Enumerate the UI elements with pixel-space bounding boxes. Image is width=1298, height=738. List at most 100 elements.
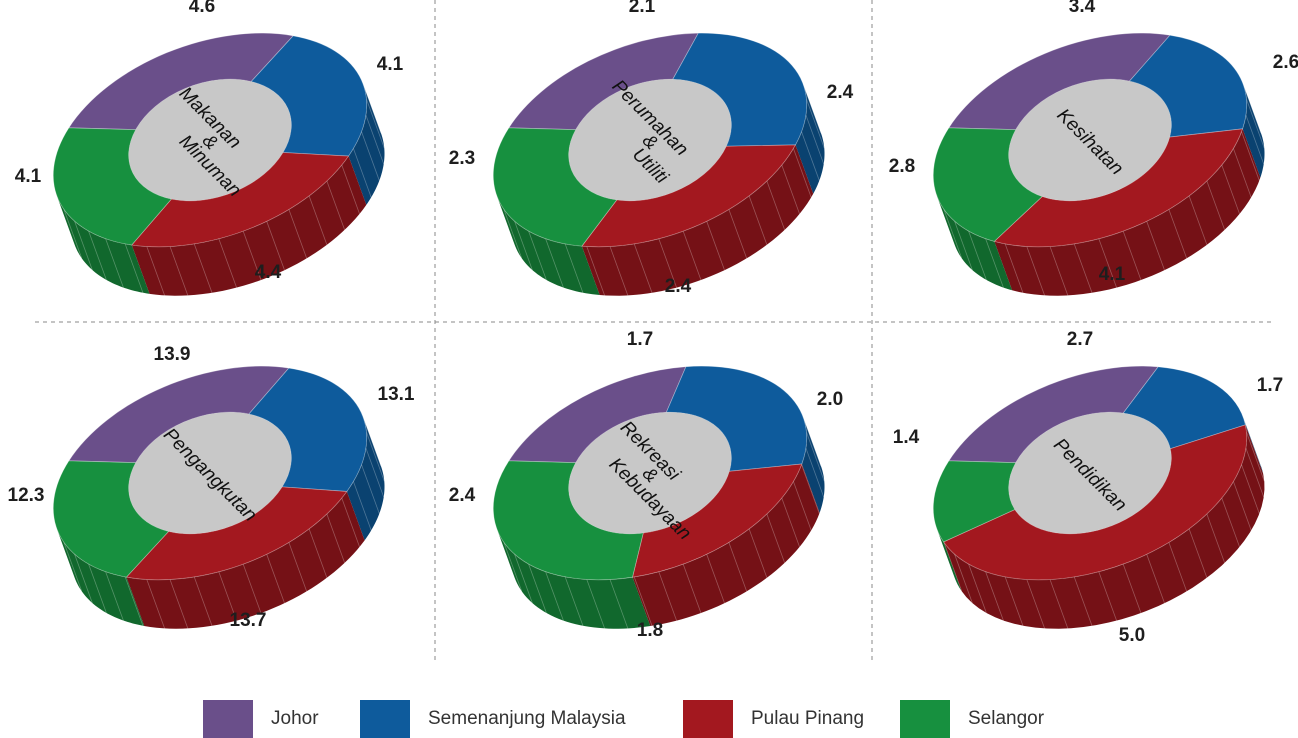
wall-facet — [341, 497, 360, 548]
legend-item-pulau-pinang: Pulau Pinang — [683, 700, 864, 738]
wall-selangor — [936, 195, 1013, 291]
wall-facet — [658, 238, 677, 288]
wall-facet — [1242, 417, 1262, 467]
wall-facet — [169, 579, 189, 629]
wall-facet — [124, 243, 144, 293]
wall-facet — [682, 231, 702, 281]
wall-facet — [1168, 209, 1188, 259]
wall-facet — [1073, 576, 1093, 626]
wall-semenanjung — [801, 417, 825, 513]
donut-center — [1008, 412, 1172, 534]
wall-pulau-pinang — [126, 491, 365, 629]
wall-facet — [514, 554, 533, 604]
value-label-semenanjung: 13.1 — [378, 384, 415, 405]
wall-facet — [193, 576, 213, 626]
wall-semenanjung — [795, 84, 825, 194]
donut-chart — [52, 365, 385, 629]
donut-chart — [932, 32, 1265, 296]
value-label-pulau-pinang: 5.0 — [1119, 625, 1145, 646]
wall-facet — [1221, 497, 1240, 548]
wall-facet — [503, 542, 523, 592]
wall-facet — [609, 579, 629, 629]
wall-facet — [266, 554, 285, 604]
value-label-johor: 3.4 — [1069, 0, 1096, 17]
wall-facet — [218, 571, 237, 621]
wall-facet — [361, 131, 380, 181]
wall-facet — [682, 564, 702, 614]
value-label-selangor: 2.4 — [449, 485, 476, 506]
value-label-semenanjung: 2.6 — [1273, 52, 1298, 73]
wall-facet — [193, 243, 213, 293]
legend-swatch-semenanjung — [360, 700, 410, 738]
wall-facet — [766, 513, 786, 563]
wall-facet — [545, 571, 564, 621]
wall-facet — [1049, 246, 1069, 296]
wall-facet — [1245, 448, 1265, 498]
value-label-pulau-pinang: 13.7 — [230, 610, 267, 631]
value-label-semenanjung: 1.7 — [1257, 375, 1283, 396]
wall-facet — [793, 481, 812, 531]
wall-facet — [63, 542, 83, 592]
wall-selangor — [56, 528, 145, 626]
wall-facet — [74, 554, 93, 604]
wall-facet — [806, 99, 825, 149]
value-label-johor: 1.7 — [627, 329, 653, 350]
wall-facet — [943, 209, 963, 259]
wall-facet — [266, 221, 285, 271]
wall-facet — [586, 246, 605, 296]
wall-facet — [88, 230, 107, 281]
value-label-pulau-pinang: 1.8 — [637, 620, 663, 641]
wall-facet — [985, 238, 1004, 288]
wall-facet — [503, 209, 523, 259]
wall-facet — [362, 84, 382, 134]
wall-facet — [545, 238, 564, 288]
legend: Johor Semenanjung Malaysia Pulau Pinang … — [0, 700, 1298, 738]
wall-semenanjung — [346, 417, 385, 541]
wall-facet — [1221, 164, 1240, 215]
wall-facet — [766, 180, 786, 230]
wall-facet — [1004, 243, 1024, 293]
wall-selangor — [496, 528, 651, 629]
wall-facet — [528, 563, 547, 614]
wall-facet — [1245, 115, 1265, 165]
wall-facet — [609, 246, 629, 296]
segment-semenanjung — [248, 367, 368, 492]
wall-facet — [146, 579, 165, 629]
wall-semenanjung — [348, 84, 385, 205]
donut-center — [1008, 79, 1172, 201]
wall-facet — [802, 417, 822, 467]
wall-facet — [218, 238, 237, 288]
wall-pulau-pinang — [943, 424, 1265, 629]
legend-swatch-johor — [203, 700, 253, 738]
wall-facet — [564, 243, 584, 293]
wall-facet — [1246, 432, 1265, 482]
wall-facet — [748, 528, 768, 578]
donut-chart — [492, 365, 825, 629]
legend-label: Semenanjung Malaysia — [428, 708, 626, 729]
wall-facet — [63, 209, 83, 259]
wall-facet — [728, 542, 748, 592]
wall-facet — [658, 571, 677, 621]
wall-facet — [74, 221, 93, 271]
wall-facet — [124, 576, 144, 626]
donut-chart-grid: Makanan&Minuman4.64.14.44.1Perumahan&Uti… — [8, 0, 1298, 660]
value-label-pulau-pinang: 2.4 — [665, 276, 692, 297]
wall-facet — [1206, 180, 1226, 230]
wall-facet — [1098, 238, 1117, 288]
donut-chart — [492, 32, 825, 296]
donut-center — [128, 412, 292, 534]
wall-facet — [802, 84, 822, 134]
wall-pulau-pinang — [131, 156, 367, 296]
wall-facet — [1233, 148, 1252, 198]
wall-facet — [793, 148, 812, 198]
wall-facet — [985, 571, 1004, 621]
wall-facet — [801, 464, 820, 514]
legend-label: Selangor — [968, 708, 1045, 729]
wall-facet — [528, 230, 547, 281]
wall-facet — [633, 243, 653, 293]
wall-facet — [564, 576, 584, 626]
value-label-semenanjung: 4.1 — [377, 54, 404, 75]
wall-facet — [146, 246, 165, 296]
wall-facet — [1146, 221, 1165, 271]
wall-pulau-pinang — [632, 463, 820, 627]
